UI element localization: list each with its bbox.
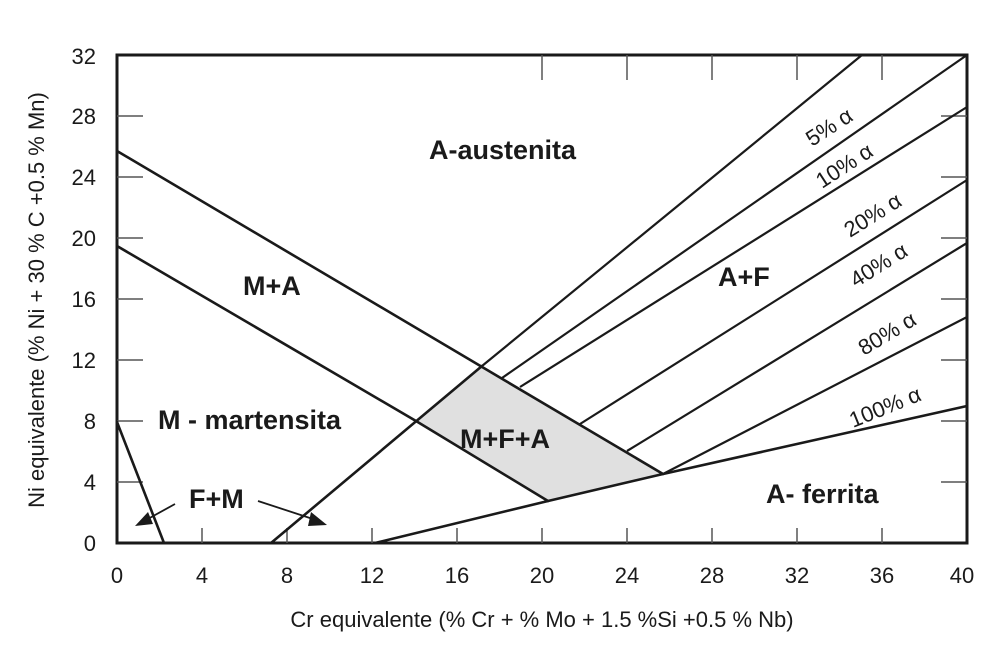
iso-label-40: 40% α: [845, 238, 912, 293]
y-tick-label: 24: [72, 165, 96, 190]
iso-line-100: [662, 316, 968, 475]
x-tick-label: 40: [950, 563, 974, 588]
label-austenita: A-austenita: [429, 135, 577, 165]
label-af: A+F: [718, 262, 770, 292]
y-tick-label: 4: [84, 470, 96, 495]
x-tick-label: 4: [196, 563, 208, 588]
austenite-boundary-line: [115, 149, 665, 476]
mfa-region: [416, 366, 663, 501]
iso-line-5: [481, 54, 863, 367]
x-tick-label: 28: [700, 563, 724, 588]
x-axis-title: Cr equivalente (% Cr + % Mo + 1.5 %Si +0…: [290, 607, 793, 632]
iso-ferrite-lines: [481, 54, 968, 475]
arrow-left-icon: [135, 512, 153, 526]
iso-line-80: [626, 242, 968, 452]
iso-line-40: [579, 179, 968, 425]
label-ma: M+A: [243, 271, 301, 301]
x-tick-label: 0: [111, 563, 123, 588]
x-tick-label: 36: [870, 563, 894, 588]
label-fm: F+M: [189, 484, 244, 514]
ferrite-martensite-line: [115, 420, 166, 545]
y-tick-labels: 0 4 8 12 16 20 24 28 32: [72, 44, 96, 556]
y-ticks: [117, 115, 967, 483]
y-tick-label: 8: [84, 409, 96, 434]
y-tick-label: 32: [72, 44, 96, 69]
x-tick-label: 32: [785, 563, 809, 588]
iso-line-20: [519, 106, 968, 388]
iso-label-80: 80% α: [854, 306, 921, 360]
fm-arrow-left: [145, 503, 176, 521]
y-axis-title: Ni equivalente (% Ni + 30 % C +0.5 % Mn): [24, 92, 49, 508]
y-tick-label: 0: [84, 531, 96, 556]
x-tick-label: 12: [360, 563, 384, 588]
iso-line-10: [501, 54, 968, 379]
fm-arrows: [135, 500, 327, 526]
y-tick-label: 28: [72, 104, 96, 129]
label-martensita: M - martensita: [158, 405, 342, 435]
fm-arrow-right: [257, 500, 317, 521]
x-tick-labels: 0 4 8 12 16 20 24 28 32 36 40: [111, 563, 974, 588]
y-tick-label: 12: [72, 348, 96, 373]
y-tick-label: 16: [72, 287, 96, 312]
label-mfa: M+F+A: [460, 424, 550, 454]
iso-label-20: 20% α: [839, 188, 906, 243]
phase-boundaries: [115, 149, 969, 545]
arrow-right-icon: [308, 512, 327, 526]
x-tick-label: 16: [445, 563, 469, 588]
x-ticks: [201, 55, 883, 543]
x-tick-label: 8: [281, 563, 293, 588]
y-tick-label: 20: [72, 226, 96, 251]
label-ferrita: A- ferrita: [766, 479, 880, 509]
martensite-ferrite-line: [269, 364, 484, 545]
iso-label-5: 5% α: [801, 102, 857, 151]
x-tick-label: 20: [530, 563, 554, 588]
x-tick-label: 24: [615, 563, 639, 588]
ferrite-boundary-line: [373, 404, 969, 545]
